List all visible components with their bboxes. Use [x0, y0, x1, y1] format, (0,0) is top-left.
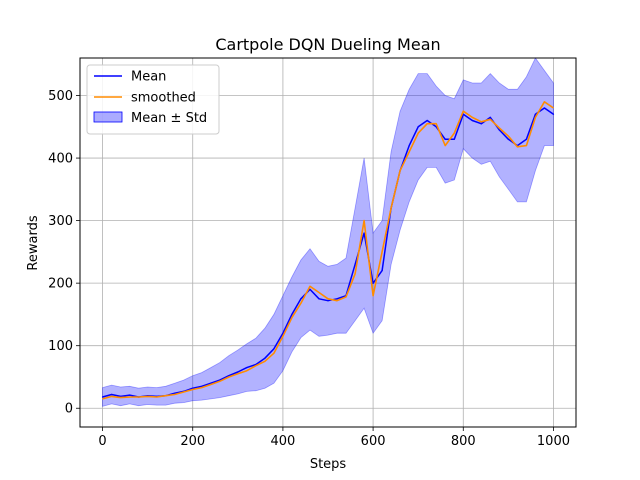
mean-point — [120, 395, 122, 397]
mean-point — [282, 332, 284, 334]
mean-point — [534, 113, 537, 115]
x-tick-label: 1000 — [537, 434, 570, 449]
plot-frame — [79, 57, 577, 428]
y-axis-label: Rewards — [26, 215, 41, 270]
y-tick-label: 0 — [65, 402, 73, 417]
grid-lines — [80, 58, 576, 427]
mean-point — [363, 232, 365, 234]
mean-point — [543, 107, 546, 109]
legend-band-label: Mean ± Std — [131, 111, 207, 126]
y-tick-label: 500 — [48, 89, 73, 104]
mean-point — [336, 298, 338, 300]
y-tick-label: 200 — [48, 277, 73, 292]
mean-point — [426, 119, 428, 122]
mean-point — [273, 348, 275, 350]
mean-point — [471, 119, 473, 122]
mean-point — [480, 123, 482, 125]
x-tick-label: 800 — [451, 434, 476, 449]
legend-smoothed-label: smoothed — [131, 91, 196, 106]
mean-point — [291, 313, 293, 315]
mean-point — [354, 263, 356, 265]
x-tick-label: 600 — [361, 434, 386, 449]
smoothed-line — [102, 101, 554, 400]
mean-point — [417, 126, 419, 128]
std-band-layer — [102, 57, 554, 407]
mean-point — [327, 300, 329, 302]
mean-point — [525, 138, 528, 140]
y-tick-label: 300 — [48, 214, 73, 229]
mean-point — [318, 298, 320, 300]
mean-point — [101, 396, 104, 398]
mean-point — [129, 394, 131, 396]
mean-point — [507, 138, 509, 140]
legend-band-swatch — [93, 111, 123, 123]
y-tick-label: 100 — [48, 339, 73, 354]
mean-point — [300, 298, 302, 300]
mean-point — [237, 371, 239, 373]
mean-point — [246, 367, 248, 369]
x-tick-label: 0 — [98, 434, 106, 449]
mean-point — [309, 288, 311, 290]
legend: Mean smoothed Mean ± Std — [86, 64, 220, 135]
chart-title: Cartpole DQN Dueling Mean — [215, 35, 440, 54]
mean-point — [489, 116, 491, 118]
x-tick-label: 200 — [180, 434, 205, 449]
mean-point — [498, 129, 500, 131]
legend-mean-label: Mean — [131, 70, 166, 85]
axis-ticks: 0 200 400 600 800 1000 0 100 200 300 400 500 — [48, 89, 570, 449]
mean-point — [192, 387, 194, 389]
mean-point — [552, 113, 555, 115]
smoothed-line-layer — [102, 101, 554, 400]
x-tick-label: 400 — [270, 434, 295, 449]
x-axis-label: Steps — [310, 457, 347, 472]
mean-point — [444, 138, 446, 140]
mean-point — [210, 382, 212, 384]
y-tick-label: 400 — [48, 152, 73, 167]
mean-point — [201, 385, 203, 387]
mean-point — [111, 393, 113, 396]
mean-point — [381, 270, 383, 272]
mean-point — [228, 375, 230, 377]
mean-point — [453, 138, 455, 140]
mean-point — [264, 357, 266, 359]
std-band — [102, 57, 554, 407]
mean-point — [372, 282, 374, 284]
mean-line-layer — [101, 107, 555, 398]
mean-point — [174, 392, 176, 394]
mean-point — [408, 145, 410, 147]
